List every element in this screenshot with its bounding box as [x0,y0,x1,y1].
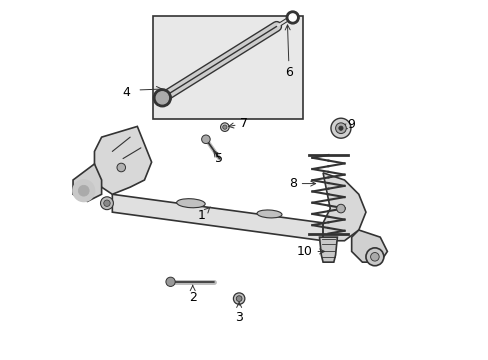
Ellipse shape [257,210,282,218]
Circle shape [365,248,383,266]
Circle shape [117,163,125,172]
Circle shape [101,197,113,210]
Circle shape [330,118,350,138]
Polygon shape [94,126,151,194]
Circle shape [288,14,296,21]
Ellipse shape [176,199,205,208]
Circle shape [73,180,94,202]
Circle shape [220,123,229,131]
Polygon shape [323,173,365,241]
Circle shape [285,11,299,24]
Circle shape [336,204,345,213]
Polygon shape [112,194,323,241]
Text: 3: 3 [235,302,243,324]
Polygon shape [351,230,386,262]
Text: 10: 10 [296,245,324,258]
Circle shape [335,123,346,134]
Circle shape [233,293,244,304]
Circle shape [165,277,175,287]
Circle shape [153,89,171,107]
Polygon shape [73,164,102,202]
Bar [153,16,303,119]
Circle shape [236,296,242,301]
Circle shape [156,92,168,104]
Text: 4: 4 [122,86,130,99]
Circle shape [370,252,378,261]
Text: 9: 9 [341,118,355,131]
Text: 5: 5 [215,152,223,165]
Text: 7: 7 [228,117,248,130]
Text: 8: 8 [288,177,315,190]
Text: 1: 1 [197,207,210,222]
Circle shape [201,135,210,144]
Text: 6: 6 [285,25,292,79]
Circle shape [78,185,89,196]
Circle shape [103,200,110,206]
Circle shape [222,125,226,129]
Polygon shape [319,237,337,262]
Circle shape [338,126,343,130]
Text: 2: 2 [188,285,196,305]
